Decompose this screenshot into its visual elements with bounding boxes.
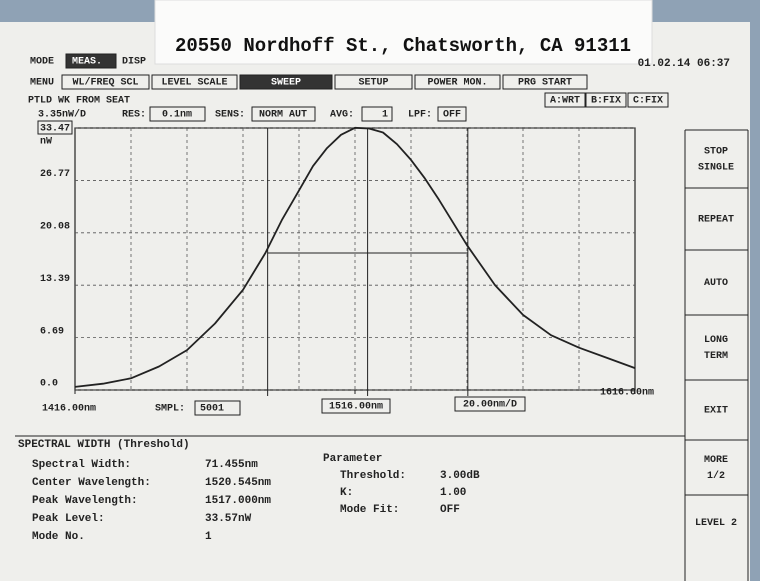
- lpf-value: OFF: [443, 110, 461, 121]
- mode-label: MODE: [30, 57, 54, 68]
- result-label: Center Wavelength:: [32, 477, 151, 489]
- sens-value: NORM AUT: [259, 110, 307, 121]
- y-tick-label: 20.08: [40, 221, 70, 232]
- result-label: Spectral Width:: [32, 459, 131, 471]
- menu-item: WL/FREQ SCL: [72, 77, 138, 89]
- x-division: 20.00nm/D: [463, 399, 517, 411]
- trace-title: PTLD WK FROM SEAT: [28, 96, 130, 107]
- softkey-label: EXIT: [704, 406, 728, 417]
- softkey-label: LEVEL 2: [695, 518, 737, 529]
- res-label: RES:: [122, 110, 146, 121]
- smpl-label: SMPL:: [155, 404, 185, 415]
- results-title: SPECTRAL WIDTH (Threshold): [18, 439, 190, 451]
- parameters-title: Parameter: [323, 453, 382, 465]
- menu-item: SWEEP: [271, 78, 301, 89]
- softkey-label: SINGLE: [698, 163, 734, 174]
- trace-box: [544, 92, 586, 108]
- trace-label: B:FIX: [591, 96, 621, 107]
- menu-item: LEVEL SCALE: [161, 78, 227, 89]
- smpl-value: 5001: [200, 404, 224, 415]
- y-tick-label: 33.47: [40, 124, 70, 135]
- result-value: 33.57nW: [205, 513, 252, 525]
- trace-box: [585, 92, 627, 108]
- menu-item-box: [61, 74, 150, 90]
- parameter-value: 1.00: [440, 487, 466, 499]
- y-division: 3.35nW/D: [38, 109, 86, 121]
- x-tick-label: 1416.00nm: [42, 404, 96, 415]
- avg-box: [361, 106, 393, 122]
- softkey-label: LONG: [704, 335, 728, 346]
- result-value: 1517.000nm: [205, 495, 271, 507]
- lpf-label: LPF:: [408, 110, 432, 121]
- lpf-box: [437, 106, 467, 122]
- menu-item: PRG START: [518, 78, 572, 89]
- menu-item: SETUP: [358, 78, 388, 89]
- softkey-label: TERM: [704, 351, 728, 362]
- menu-item-box: [151, 74, 238, 90]
- result-label: Peak Level:: [32, 513, 105, 525]
- y-top-box: [37, 120, 73, 135]
- menu-item-box: [502, 74, 588, 90]
- result-value: 1520.545nm: [205, 477, 271, 489]
- softkey-label: AUTO: [704, 278, 728, 289]
- result-value: 1: [205, 531, 212, 543]
- y-unit: nW: [40, 137, 52, 148]
- y-tick-label: 13.39: [40, 274, 70, 285]
- y-tick-label: 26.77: [40, 169, 70, 180]
- menu-item-box: [414, 74, 501, 90]
- avg-label: AVG:: [330, 110, 354, 121]
- x-tick-label: 1516.00nm: [329, 402, 383, 413]
- softkey-label: MORE: [704, 455, 728, 466]
- mode-value: MEAS.: [72, 57, 102, 68]
- sens-label: SENS:: [215, 110, 245, 121]
- result-value: 71.455nm: [205, 459, 258, 471]
- parameter-label: K:: [340, 487, 353, 499]
- y-tick-label: 0.0: [40, 379, 58, 390]
- spectrum-trace: [74, 126, 636, 388]
- mode-value-box: [65, 53, 117, 69]
- center-box: [321, 398, 391, 414]
- menu-item: POWER MON.: [427, 78, 487, 89]
- parameter-value: OFF: [440, 504, 460, 516]
- sens-box: [251, 106, 316, 122]
- y-tick-label: 6.69: [40, 326, 64, 337]
- paper: [0, 22, 750, 581]
- smpl-box: [194, 400, 241, 416]
- res-value: 0.1nm: [162, 110, 192, 121]
- avg-value: 1: [382, 110, 388, 121]
- display-label: DISP: [122, 57, 146, 68]
- menu-label: MENU: [30, 78, 54, 89]
- menu-item-box: [334, 74, 413, 90]
- trace-box: [627, 92, 669, 108]
- result-label: Peak Wavelength:: [32, 495, 138, 507]
- parameter-label: Threshold:: [340, 470, 406, 482]
- parameter-label: Mode Fit:: [340, 504, 399, 516]
- span-box: [454, 396, 526, 412]
- address-label: 20550 Nordhoff St., Chatsworth, CA 91311: [175, 35, 631, 57]
- x-tick-label: 1616.00nm: [600, 388, 654, 399]
- timestamp: 01.02.14 06:37: [638, 58, 730, 70]
- result-label: Mode No.: [32, 531, 85, 543]
- softkey-label: STOP: [704, 147, 728, 158]
- parameter-value: 3.00dB: [440, 470, 480, 482]
- menu-item-box: [239, 74, 333, 90]
- softkey-label: 1/2: [707, 470, 725, 482]
- res-box: [149, 106, 206, 122]
- trace-label: A:WRT: [550, 96, 580, 107]
- trace-label: C:FIX: [633, 96, 663, 107]
- softkey-label: REPEAT: [698, 215, 734, 226]
- sticker: [154, 0, 653, 65]
